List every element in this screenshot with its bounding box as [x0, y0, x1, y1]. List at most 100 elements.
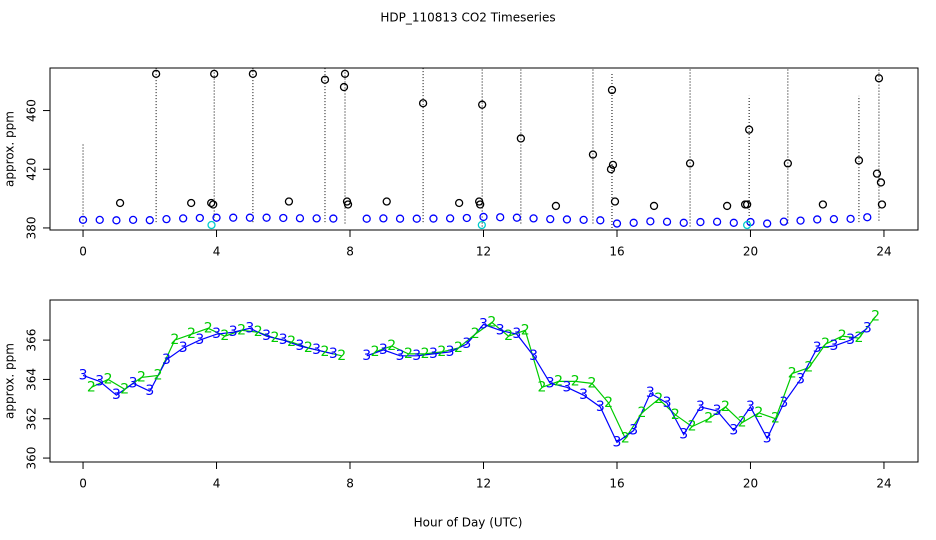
point [813, 215, 822, 224]
point [340, 69, 350, 79]
point-marker: 2 [204, 320, 213, 336]
point [877, 200, 887, 209]
point-marker: 2 [321, 344, 330, 360]
point-marker: 3 [112, 387, 121, 403]
point-marker: 2 [104, 371, 113, 387]
point [248, 69, 258, 79]
point [479, 212, 488, 222]
x-tick-label: 16 [609, 245, 624, 259]
y-tick-label: 366 [25, 329, 39, 352]
point-marker: 2 [454, 340, 463, 356]
point-marker: 3 [562, 379, 571, 395]
point [478, 100, 487, 109]
point [712, 217, 722, 226]
point [477, 220, 486, 230]
point [685, 159, 695, 168]
point-marker: 3 [779, 395, 788, 411]
point-marker: 2 [587, 375, 596, 391]
point [516, 134, 526, 143]
y-axis-title: approx. ppm [3, 343, 17, 419]
point-marker: 2 [337, 348, 346, 364]
point [179, 214, 188, 223]
point [209, 200, 218, 209]
point-marker: 2 [521, 322, 530, 338]
point-marker: 2 [220, 328, 229, 344]
point-marker: 3 [796, 371, 805, 387]
x-axis-title: Hour of Day (UTC) [414, 516, 523, 530]
point-marker: 2 [738, 415, 747, 431]
x-tick-label: 24 [876, 245, 891, 259]
x-tick-label: 24 [876, 477, 891, 491]
point [229, 213, 238, 222]
point-marker: 3 [696, 399, 705, 415]
point-marker: 3 [529, 348, 538, 364]
point [546, 214, 555, 224]
point-marker: 3 [379, 342, 388, 358]
point-marker: 2 [120, 381, 129, 397]
point-marker: 2 [137, 369, 146, 385]
series-line [366, 323, 868, 444]
point [779, 217, 788, 226]
point [744, 125, 754, 134]
point [145, 216, 154, 225]
point-marker: 2 [838, 328, 847, 344]
point-marker: 3 [646, 385, 655, 401]
point [529, 214, 538, 223]
point [606, 165, 616, 174]
point-marker: 2 [504, 328, 513, 344]
point [207, 220, 216, 230]
point [320, 75, 330, 84]
point [112, 216, 121, 225]
x-tick-label: 12 [476, 245, 491, 259]
point-marker: 2 [287, 334, 296, 350]
point-marker: 2 [554, 373, 563, 389]
point-marker: 3 [429, 346, 438, 362]
y-tick-label: 360 [25, 447, 39, 470]
point [339, 82, 349, 92]
point-marker: 3 [329, 346, 338, 362]
y-axis-title: approx. ppm [3, 111, 17, 187]
point-marker: 3 [679, 426, 688, 442]
point-marker: 2 [471, 326, 480, 342]
point-marker: 2 [571, 373, 580, 389]
point [496, 213, 505, 222]
point-marker: 3 [846, 332, 855, 348]
point-marker: 3 [629, 423, 638, 439]
point [696, 217, 705, 227]
point-marker: 2 [421, 346, 430, 362]
point [329, 214, 338, 223]
point [588, 150, 598, 159]
point [872, 169, 882, 178]
point [343, 200, 353, 209]
point [876, 178, 886, 187]
point [863, 213, 872, 222]
point-marker: 3 [713, 403, 722, 419]
point [212, 213, 221, 222]
point-marker: 3 [162, 352, 171, 368]
point [128, 215, 138, 225]
point-marker: 2 [404, 346, 413, 362]
point [295, 214, 305, 223]
plot-frame [49, 67, 919, 231]
point-marker: 3 [813, 340, 822, 356]
point-marker: 3 [229, 324, 238, 340]
x-tick-label: 0 [79, 477, 87, 491]
point-marker: 3 [412, 348, 421, 364]
point [646, 217, 655, 226]
point-marker: 2 [237, 322, 246, 338]
point [512, 213, 522, 222]
point-marker: 2 [604, 395, 613, 411]
point-marker: 3 [279, 332, 288, 348]
point-marker: 2 [304, 340, 313, 356]
x-tick-label: 20 [743, 477, 758, 491]
point [95, 215, 104, 225]
point-marker: 3 [479, 316, 488, 332]
point-marker: 2 [638, 405, 647, 421]
point-marker: 3 [245, 320, 254, 336]
point [454, 198, 464, 208]
point-marker: 3 [446, 344, 455, 360]
x-tick-label: 20 [743, 245, 758, 259]
point [854, 156, 864, 165]
